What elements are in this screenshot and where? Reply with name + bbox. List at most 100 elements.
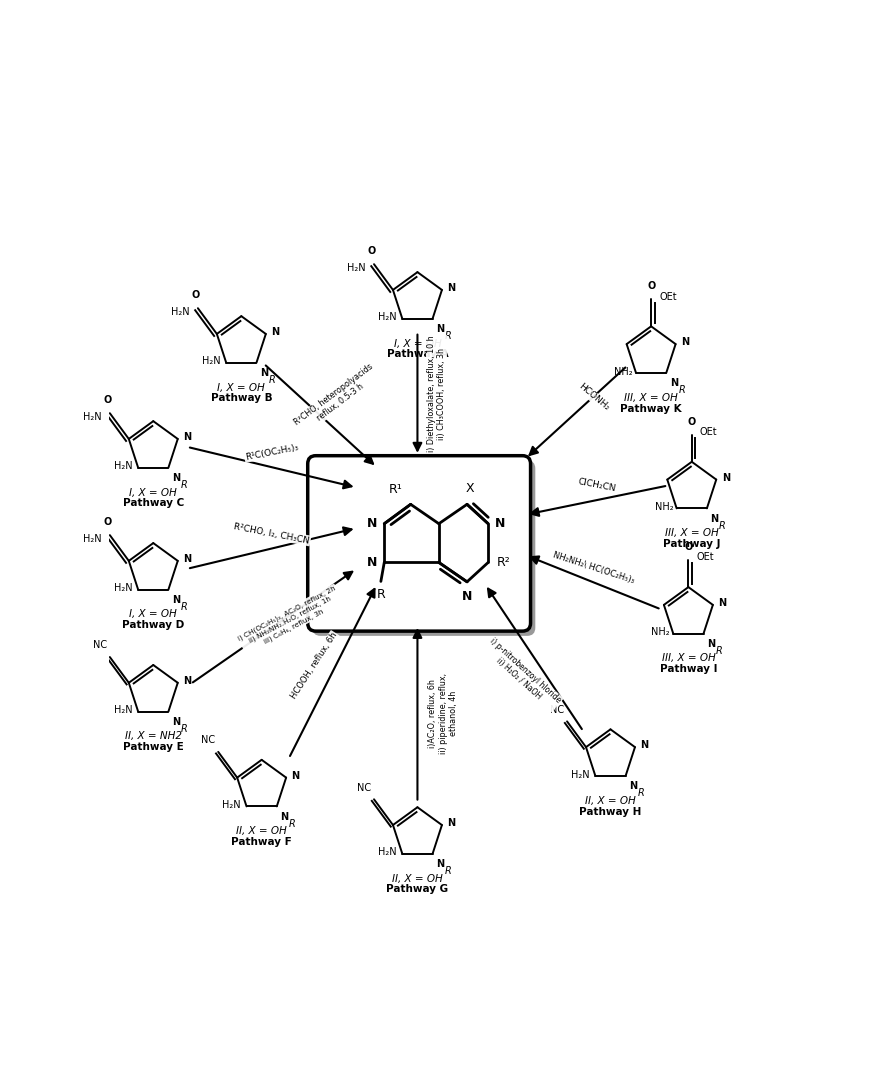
Text: OEt: OEt <box>697 552 714 562</box>
Text: II, X = NH2: II, X = NH2 <box>125 731 182 741</box>
Text: i) Diethyloxalate, reflux, 10 h
ii) CH₃COOH, reflux, 3h: i) Diethyloxalate, reflux, 10 h ii) CH₃C… <box>427 336 446 452</box>
Text: NC: NC <box>551 705 565 714</box>
Text: II, X = OH: II, X = OH <box>585 795 636 806</box>
Text: R: R <box>445 866 452 876</box>
Text: N: N <box>707 640 715 649</box>
Text: R: R <box>445 330 452 341</box>
Text: H₂N: H₂N <box>378 312 397 322</box>
Text: N: N <box>495 517 505 530</box>
Text: Pathway D: Pathway D <box>122 620 184 630</box>
Text: O: O <box>647 281 656 291</box>
Text: N: N <box>447 818 455 828</box>
Text: HCOOH, reflux, 6h: HCOOH, reflux, 6h <box>289 631 339 701</box>
Text: Pathway C: Pathway C <box>122 499 184 508</box>
Text: III, X = OH: III, X = OH <box>665 528 718 538</box>
Text: R: R <box>181 602 187 612</box>
Text: H₂N: H₂N <box>223 800 241 810</box>
Text: i) p-nitrobenzoyl hloride
ii) H₂O₂ / NaOH: i) p-nitrobenzoyl hloride ii) H₂O₂ / NaO… <box>482 636 563 713</box>
Text: N: N <box>711 514 718 523</box>
Text: H₂N: H₂N <box>83 411 101 421</box>
Text: Pathway F: Pathway F <box>232 837 292 847</box>
Text: I, X = OH: I, X = OH <box>393 339 441 349</box>
Text: N: N <box>172 595 180 605</box>
Text: R: R <box>268 375 275 385</box>
Text: II, X = OH: II, X = OH <box>392 874 443 884</box>
Text: R¹: R¹ <box>389 483 403 496</box>
Text: H₂N: H₂N <box>114 706 133 715</box>
Text: OEt: OEt <box>659 291 676 302</box>
Text: R²: R² <box>496 556 510 569</box>
Text: NC: NC <box>357 782 371 792</box>
Text: N: N <box>184 554 191 564</box>
Text: Pathway B: Pathway B <box>211 393 272 403</box>
Text: III, X = OH: III, X = OH <box>662 653 715 663</box>
Text: H₂N: H₂N <box>572 770 590 779</box>
Text: H₂N: H₂N <box>83 533 101 544</box>
Text: II, X = OH: II, X = OH <box>236 826 287 836</box>
Text: N: N <box>436 324 444 334</box>
Text: H₂N: H₂N <box>114 583 133 594</box>
Text: I, X = OH: I, X = OH <box>218 383 265 392</box>
Text: N: N <box>436 859 444 869</box>
Text: I, X = OH: I, X = OH <box>129 610 177 619</box>
Text: X: X <box>466 482 475 495</box>
Text: i)AC₂O, reflux, 6h
ii) piperidine, reflux,
ethanol, 4h: i)AC₂O, reflux, 6h ii) piperidine, reflu… <box>428 674 458 755</box>
Text: Pathway H: Pathway H <box>579 807 642 817</box>
Text: R: R <box>638 788 644 798</box>
Text: N: N <box>172 473 180 483</box>
Text: R: R <box>716 646 723 656</box>
Text: O: O <box>688 417 696 426</box>
Text: N: N <box>718 598 726 608</box>
Text: R: R <box>289 819 295 828</box>
Text: N: N <box>367 517 378 530</box>
Text: N: N <box>271 327 280 337</box>
Text: R: R <box>181 480 187 490</box>
Text: N: N <box>260 368 268 378</box>
Text: N: N <box>641 740 649 750</box>
Text: N: N <box>669 378 677 388</box>
Text: H₂N: H₂N <box>114 462 133 471</box>
Text: R: R <box>377 588 385 601</box>
Text: Pathway G: Pathway G <box>386 885 448 894</box>
Text: R: R <box>181 724 187 733</box>
Text: O: O <box>191 290 200 300</box>
Text: H₂N: H₂N <box>378 847 397 857</box>
Text: Pathway J: Pathway J <box>663 539 720 549</box>
Text: N: N <box>184 432 191 442</box>
Text: Pathway E: Pathway E <box>123 742 184 753</box>
Text: NH₂: NH₂ <box>651 627 669 637</box>
Text: Pathway K: Pathway K <box>621 404 682 414</box>
Text: O: O <box>104 517 112 527</box>
Text: NC: NC <box>93 641 108 650</box>
Text: R: R <box>719 520 725 531</box>
Text: N: N <box>367 556 378 569</box>
Text: HCONH₂: HCONH₂ <box>577 382 611 413</box>
Text: NC: NC <box>201 736 216 745</box>
FancyBboxPatch shape <box>308 455 531 631</box>
Text: N: N <box>722 472 730 483</box>
Text: Pathway A: Pathway A <box>386 350 448 359</box>
Text: NH₂NH₂\ HC(OC₂H₅)₃: NH₂NH₂\ HC(OC₂H₅)₃ <box>551 550 635 585</box>
Text: O: O <box>104 395 112 405</box>
Text: ClCH₂CN: ClCH₂CN <box>577 478 617 494</box>
Text: N: N <box>629 781 637 791</box>
Text: N: N <box>184 676 191 685</box>
Text: OEt: OEt <box>700 427 718 437</box>
Text: I, X = OH: I, X = OH <box>129 487 177 498</box>
Text: O: O <box>684 542 692 552</box>
Text: H₂N: H₂N <box>202 356 221 367</box>
FancyBboxPatch shape <box>313 461 535 635</box>
Text: N: N <box>281 812 288 822</box>
Text: N: N <box>447 282 455 293</box>
Text: NH₂: NH₂ <box>614 367 633 376</box>
Text: NH₂: NH₂ <box>655 502 673 512</box>
Text: III, X = OH: III, X = OH <box>624 392 678 403</box>
Text: R²CHO, heteropolyacids
reflux, 0.5-3 h: R²CHO, heteropolyacids reflux, 0.5-3 h <box>293 361 381 435</box>
Text: N: N <box>461 589 472 603</box>
Text: O: O <box>368 246 376 256</box>
Text: H₂N: H₂N <box>171 307 190 317</box>
Text: R: R <box>678 385 685 395</box>
Text: R¹C(OC₂H₅)₃: R¹C(OC₂H₅)₃ <box>245 442 299 462</box>
Text: H₂N: H₂N <box>347 262 366 273</box>
Text: i) CH(OC₂H₅)₃, AC₂O, reflux, 2h
ii) NH₂NH₂.H₂O, reflux, 1h
iii) C₆H₆, reflux, 3h: i) CH(OC₂H₅)₃, AC₂O, reflux, 2h ii) NH₂N… <box>237 584 343 655</box>
